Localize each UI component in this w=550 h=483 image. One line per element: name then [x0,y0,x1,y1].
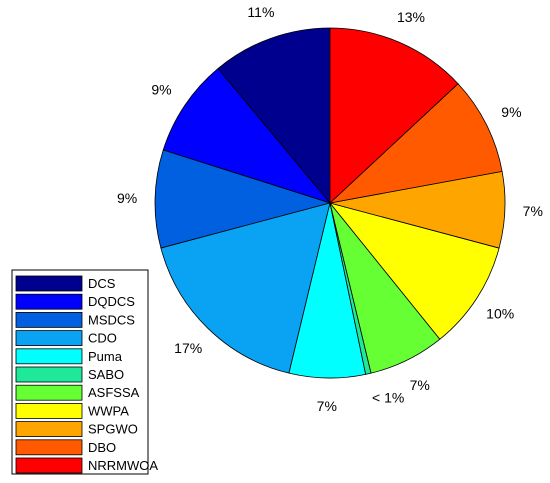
legend-swatch-nrrmwoa [15,457,83,474]
pie-slice-nrrmwoa [329,27,459,204]
data-label-puma: 7% [317,398,337,414]
data-label-dcs: 11% [247,4,274,20]
legend-swatch-dqdcs [15,293,83,310]
legend-swatch-msdcs [15,311,83,328]
legend-label-nrrmwoa: NRRMWOA [88,458,158,473]
data-label-dbo: 9% [501,104,521,120]
legend-label-dbo: DBO [88,440,116,455]
legend-swatch-spgwo [15,421,83,438]
pie-labels: 11% 9% 9% 17% 7% < 1% 7% 10% 7% 9% 13% [117,4,543,414]
legend-label-msdcs: MSDCS [88,312,135,327]
legend-label-wwpa: WWPA [88,403,129,418]
legend-label-sabo: SABO [88,367,124,382]
pie-slice-dqdcs [162,68,331,204]
legend-label-dqdcs: DQDCS [88,294,135,309]
legend-swatch-dbo [15,439,83,456]
data-label-sabo: < 1% [372,390,404,406]
legend-label-asfssa: ASFSSA [88,385,140,400]
pie-slice-dbo [329,83,503,204]
legend-swatch-dcs [15,275,83,292]
legend-swatch-cdo [15,330,83,347]
data-label-msdcs: 9% [117,190,137,206]
legend-swatch-wwpa [15,402,83,419]
legend-swatch-sabo [15,366,83,383]
data-label-spgwo: 7% [523,203,543,219]
data-label-asfssa: 7% [410,377,430,393]
legend-label-dcs: DCS [88,276,116,291]
data-label-cdo: 17% [174,340,202,356]
pie-slice-cdo [160,202,331,374]
legend-swatch-puma [15,348,83,365]
pie-slice-dcs [217,27,331,204]
legend-label-cdo: CDO [88,331,117,346]
pie-slice-msdcs [154,149,331,249]
pie-slices [154,27,506,379]
legend-label-spgwo: SPGWO [88,422,138,437]
legend: DCS DQDCS MSDCS CDO Puma SABO ASFSSA WWPA SPGWO D… [11,269,158,475]
legend-label-puma: Puma [88,349,123,364]
data-label-wwpa: 10% [486,306,514,322]
data-label-nrrmwoa: 13% [397,9,425,25]
legend-swatch-asfssa [15,384,83,401]
data-label-dqdcs: 9% [151,82,171,98]
